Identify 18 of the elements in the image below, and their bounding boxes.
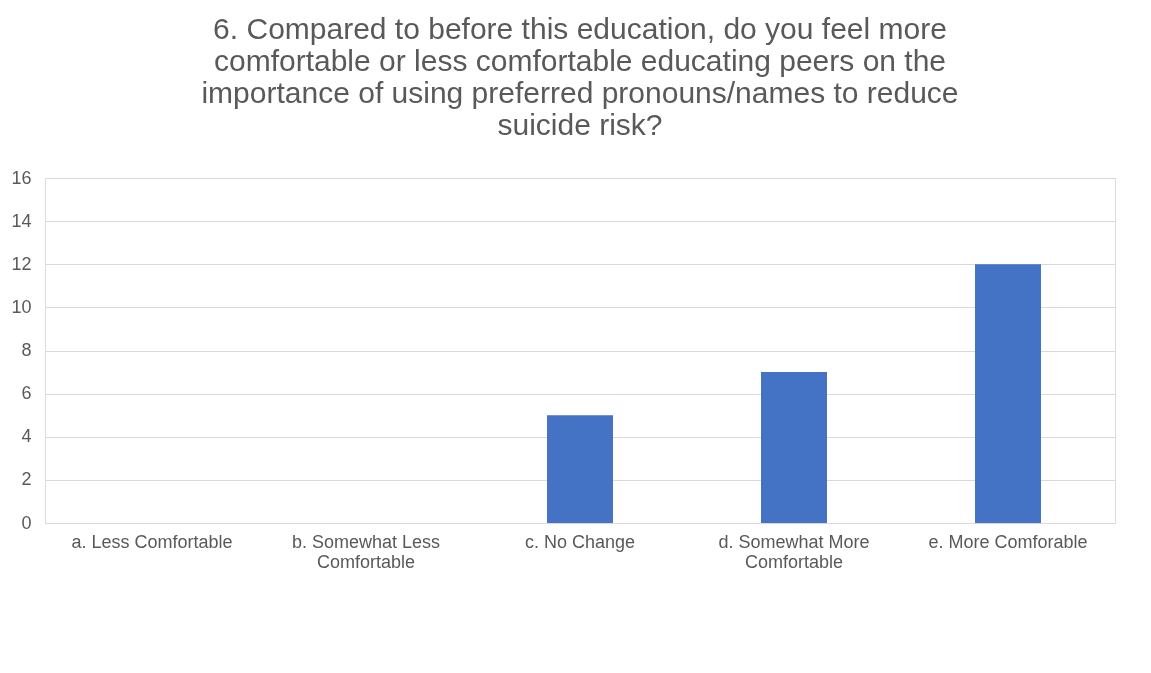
y-tick-label: 0	[21, 512, 32, 533]
y-tick-label: 8	[21, 340, 32, 360]
bar	[547, 415, 613, 523]
y-tick-label: 2	[21, 469, 32, 490]
chart-title: 6. Compared to before this education, do you feel more comfortable or less comfortable educating peers on the importance of using preferred pronouns/names to reduce suicide risk?	[201, 12, 959, 141]
y-tick-label: 12	[11, 253, 32, 274]
x-tick-label: c. No Change	[524, 531, 636, 552]
x-tick-label: d. Somewhat More Comfortable	[718, 531, 870, 572]
y-tick-label: 6	[21, 383, 32, 404]
y-tick-label: 14	[11, 210, 32, 231]
bar	[975, 264, 1041, 523]
x-tick-label: b. Somewhat Less Comfortable	[291, 531, 441, 572]
bar	[761, 372, 827, 523]
x-tick-label: a. Less Comfortable	[71, 531, 233, 552]
y-tick-label: 16	[11, 167, 32, 188]
x-tick-label: e. More Comforable	[928, 531, 1088, 552]
y-tick-label: 10	[11, 296, 32, 317]
y-tick-label: 4	[21, 426, 32, 447]
